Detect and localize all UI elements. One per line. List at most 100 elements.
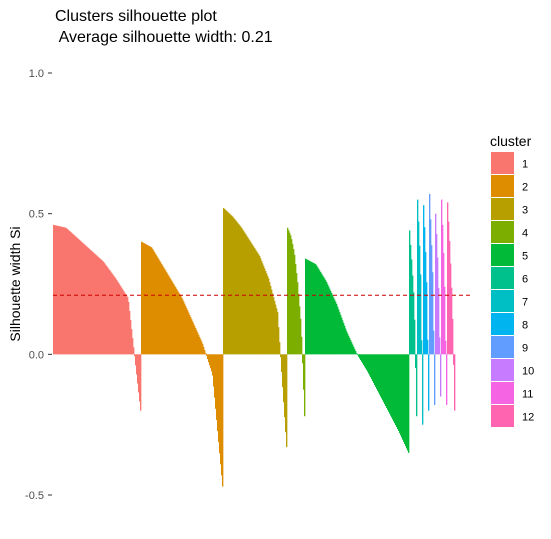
silhouette-bar bbox=[376, 354, 378, 389]
chart-title: Clusters silhouette plot bbox=[55, 8, 217, 25]
silhouette-bar bbox=[368, 354, 370, 374]
silhouette-bar bbox=[325, 280, 327, 355]
silhouette-bar bbox=[406, 354, 408, 449]
silhouette-bar bbox=[447, 202, 449, 355]
silhouette-bar bbox=[253, 246, 255, 355]
silhouette-bar bbox=[214, 354, 216, 398]
silhouette-bar bbox=[175, 287, 177, 355]
legend-label-5: 5 bbox=[522, 251, 528, 263]
silhouette-bar bbox=[289, 232, 291, 355]
silhouette-bar bbox=[81, 241, 83, 355]
y-axis: -0.5 0.0 0.5 1.0 bbox=[25, 68, 52, 502]
silhouette-bar bbox=[352, 344, 354, 355]
silhouette-bar bbox=[256, 251, 258, 355]
silhouette-bar bbox=[396, 354, 398, 428]
silhouette-bar bbox=[412, 275, 414, 355]
silhouette-bar bbox=[187, 310, 189, 355]
silhouette-bar bbox=[250, 241, 252, 355]
silhouette-bar bbox=[382, 354, 384, 401]
silhouette-bar bbox=[224, 208, 226, 355]
silhouette-bar bbox=[247, 237, 249, 355]
silhouette-bar bbox=[427, 339, 429, 355]
silhouette-bar bbox=[440, 354, 442, 397]
silhouette-bar bbox=[183, 301, 185, 355]
silhouette-bar bbox=[194, 325, 196, 355]
silhouette-bar bbox=[301, 336, 303, 355]
silhouette-bar bbox=[138, 354, 140, 393]
silhouette-bar bbox=[241, 227, 243, 355]
silhouette-bar bbox=[333, 297, 335, 355]
silhouette-bar bbox=[191, 319, 193, 355]
silhouette-bar bbox=[361, 354, 363, 362]
silhouette-bar bbox=[76, 237, 78, 355]
silhouette-bar bbox=[443, 253, 445, 355]
y-tick-label: 0.0 bbox=[29, 349, 44, 361]
silhouette-bar bbox=[132, 338, 134, 355]
silhouette-bar bbox=[260, 258, 262, 355]
silhouette-bar bbox=[453, 354, 455, 365]
silhouette-bar bbox=[357, 354, 359, 356]
silhouette-bar bbox=[89, 249, 91, 355]
legend-label-8: 8 bbox=[522, 320, 528, 332]
silhouette-bar bbox=[298, 293, 300, 355]
silhouette-bar bbox=[98, 257, 100, 355]
silhouette-bar bbox=[283, 354, 285, 403]
silhouette-bar bbox=[174, 285, 176, 355]
silhouette-bar bbox=[78, 239, 80, 355]
silhouette-bar bbox=[276, 308, 278, 355]
silhouette-bar bbox=[205, 353, 207, 355]
legend-label-6: 6 bbox=[522, 274, 528, 286]
cluster-8-bars bbox=[423, 205, 430, 411]
silhouette-bar bbox=[225, 209, 227, 355]
legend-key-11 bbox=[491, 382, 514, 404]
silhouette-bar bbox=[91, 250, 93, 355]
silhouette-bar bbox=[231, 215, 233, 355]
silhouette-bar bbox=[303, 354, 305, 390]
silhouette-bar bbox=[221, 354, 223, 476]
silhouette-bar bbox=[327, 284, 329, 355]
silhouette-bar bbox=[54, 225, 56, 355]
legend-title: cluster bbox=[490, 133, 532, 149]
silhouette-bar bbox=[344, 325, 346, 355]
silhouette-bar bbox=[85, 245, 87, 355]
silhouette-bar bbox=[80, 240, 82, 355]
silhouette-bar bbox=[338, 309, 340, 355]
silhouette-bar bbox=[388, 354, 390, 412]
silhouette-bar bbox=[378, 354, 380, 393]
silhouette-bar bbox=[384, 354, 386, 405]
silhouette-bar bbox=[261, 260, 263, 355]
silhouette-bar bbox=[195, 328, 197, 355]
silhouette-bar bbox=[314, 263, 316, 355]
silhouette-bar bbox=[226, 210, 228, 355]
legend-label-12: 12 bbox=[522, 412, 534, 424]
silhouette-bar bbox=[315, 264, 317, 355]
silhouette-bar bbox=[246, 235, 248, 355]
silhouette-bar bbox=[436, 233, 438, 355]
silhouette-bar bbox=[164, 268, 166, 355]
silhouette-bar bbox=[422, 354, 424, 425]
silhouette-bar bbox=[107, 267, 109, 355]
silhouette-bar bbox=[255, 249, 257, 355]
silhouette-bar bbox=[179, 293, 181, 355]
silhouette-bar bbox=[111, 272, 113, 355]
silhouette-bar bbox=[281, 354, 283, 373]
silhouette-bar bbox=[273, 297, 275, 355]
silhouette-bar bbox=[392, 354, 394, 420]
silhouette-bar bbox=[403, 354, 405, 442]
y-tick-label: 1.0 bbox=[29, 68, 44, 80]
silhouette-bar bbox=[337, 306, 339, 355]
silhouette-bar bbox=[300, 318, 302, 355]
silhouette-bar bbox=[70, 231, 72, 355]
silhouette-bar bbox=[402, 354, 404, 440]
silhouette-bar bbox=[84, 244, 86, 355]
silhouette-bar bbox=[118, 282, 120, 355]
silhouette-bar bbox=[423, 205, 425, 355]
silhouette-bar bbox=[217, 354, 219, 431]
silhouette-bar bbox=[120, 286, 122, 355]
silhouette-bar bbox=[383, 354, 385, 403]
silhouette-bar bbox=[373, 354, 375, 384]
silhouette-bar bbox=[424, 227, 426, 355]
silhouette-bar bbox=[168, 275, 170, 355]
